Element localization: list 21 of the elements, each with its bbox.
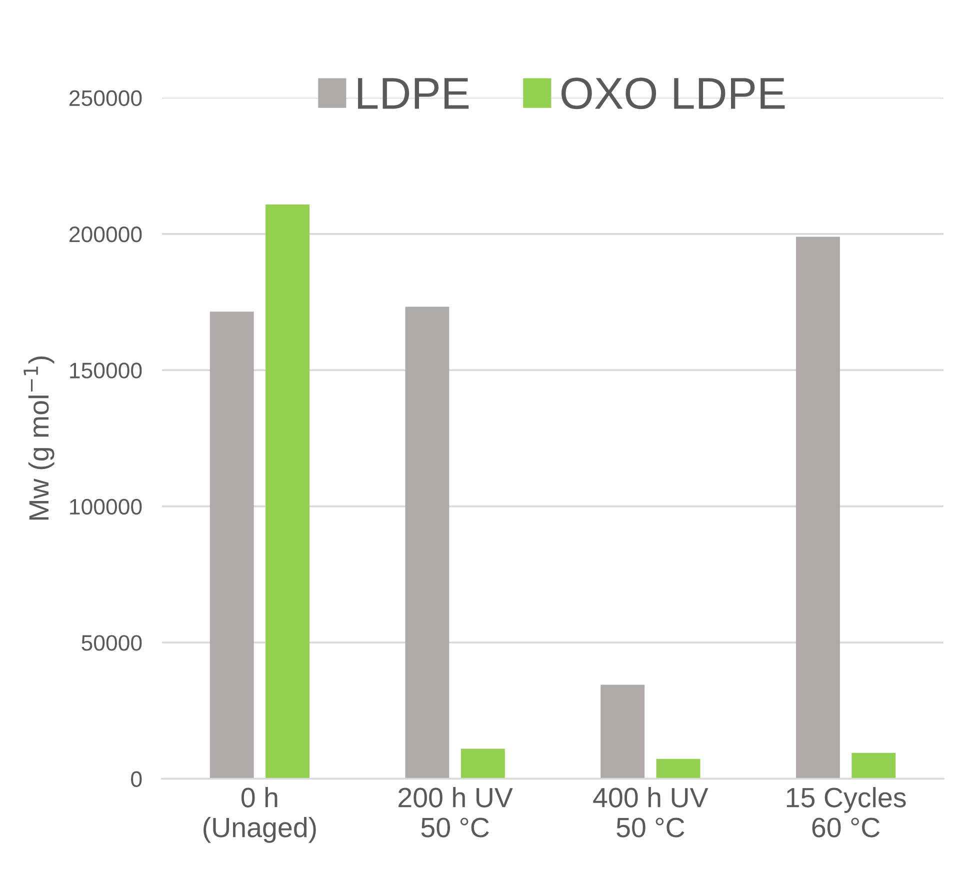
y-tick-label: 150000 xyxy=(70,362,142,378)
legend-label: OXO LDPE xyxy=(562,78,785,110)
bar xyxy=(852,752,896,779)
y-tick-label: 100000 xyxy=(70,498,142,515)
bar xyxy=(405,306,450,779)
x-tick-label: 15 Cycles 60 °C xyxy=(786,787,906,838)
bar xyxy=(460,748,505,779)
y-tick-label: 250000 xyxy=(70,90,142,106)
y-tick-label: 50000 xyxy=(82,635,142,651)
bar xyxy=(656,758,700,779)
y-axis-title: Mw (g mol$^{−1}$) xyxy=(24,356,54,520)
bar xyxy=(210,312,254,779)
bar xyxy=(796,236,840,779)
x-tick-label: 400 h UV 50 °C xyxy=(593,787,708,838)
bar xyxy=(266,204,310,779)
x-tick-label: 0 h (Unaged) xyxy=(204,787,316,843)
y-tick-label: 200000 xyxy=(70,226,142,242)
x-tick-label: 200 h UV 50 °C xyxy=(398,787,513,838)
y-tick-label: 0 xyxy=(131,771,142,787)
bar xyxy=(600,684,645,779)
legend-label: LDPE xyxy=(358,78,469,109)
